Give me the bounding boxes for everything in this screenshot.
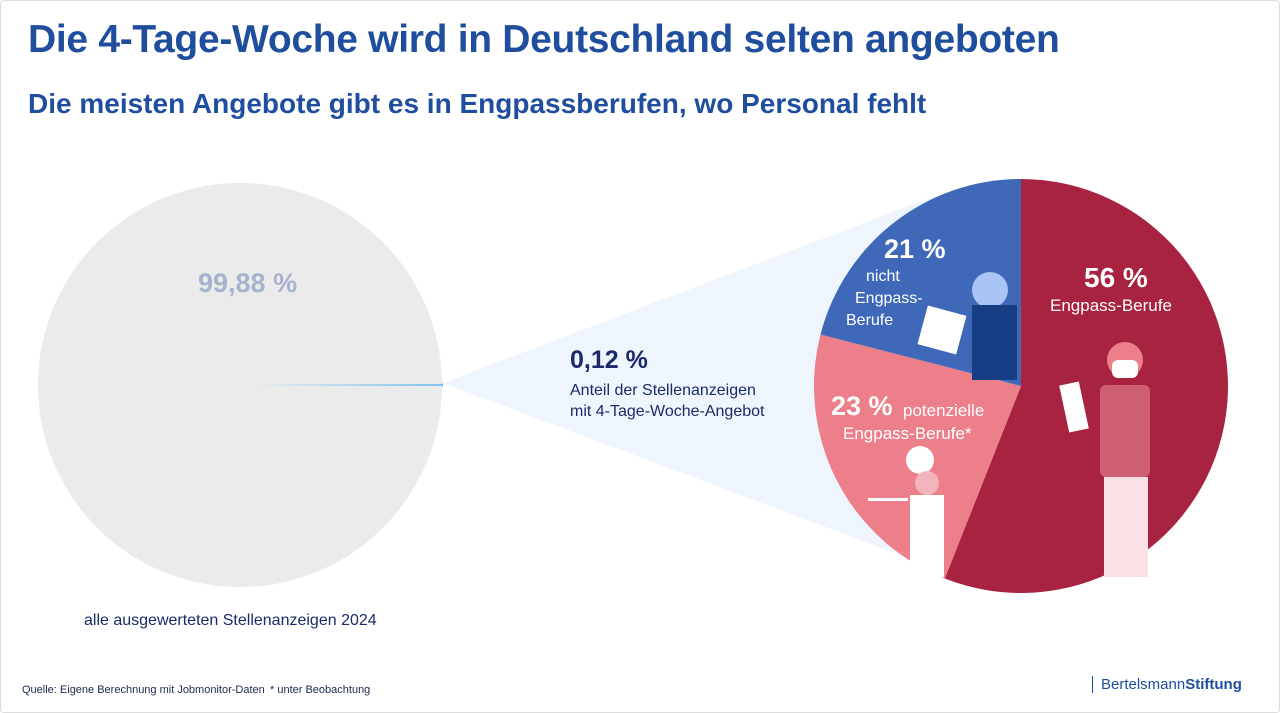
slice-other-ads: [38, 183, 442, 587]
big-pie-caption: alle ausgewerteten Stellenanzeigen 2024: [84, 612, 377, 629]
connector-cone: [443, 196, 940, 570]
slice-engpass: [944, 179, 1228, 594]
delivery-illustration: [917, 272, 1017, 380]
red-label: Engpass-Berufe: [1050, 296, 1172, 315]
big-pie-label: 99,88 %: [198, 268, 298, 298]
logo-text-a: Bertelsmann: [1101, 676, 1186, 693]
callout-line2: mit 4-Tage-Woche-Angebot: [570, 403, 765, 420]
slice-four-day-week: [239, 383, 444, 387]
source-note: Quelle: Eigene Berechnung mit Jobmonitor…: [22, 684, 265, 696]
callout-text: Anteil der Stellenanzeigen mit 4-Tage-Wo…: [570, 380, 764, 422]
callout-value: 0,12 %: [570, 346, 648, 374]
pink-label2: Engpass-Berufe*: [843, 424, 972, 443]
blue-label: nicht Engpass- Berufe: [846, 266, 923, 332]
blue-label-1: nicht: [866, 268, 900, 285]
blue-label-3: Berufe: [846, 312, 894, 329]
nurse-illustration: [1059, 342, 1150, 577]
red-pct: 56 %: [1084, 262, 1148, 293]
callout-line1: Anteil der Stellenanzeigen: [570, 382, 756, 399]
pink-label1: potenzielle: [903, 401, 985, 420]
blue-label-2: Engpass-: [855, 290, 923, 307]
page-title: Die 4-Tage-Woche wird in Deutschland sel…: [28, 18, 1060, 61]
bertelsmann-logo: BertelsmannStiftung: [1092, 676, 1242, 693]
pink-pct: 23 %: [831, 391, 893, 421]
chef-illustration: [868, 446, 944, 577]
page-subtitle: Die meisten Angebote gibt es in Engpassb…: [28, 88, 927, 119]
slice-nicht-engpass: [820, 179, 1021, 386]
footnote: * unter Beobachtung: [270, 684, 371, 696]
blue-pct: 21 %: [884, 234, 946, 264]
logo-text-b: Stiftung: [1185, 676, 1242, 693]
